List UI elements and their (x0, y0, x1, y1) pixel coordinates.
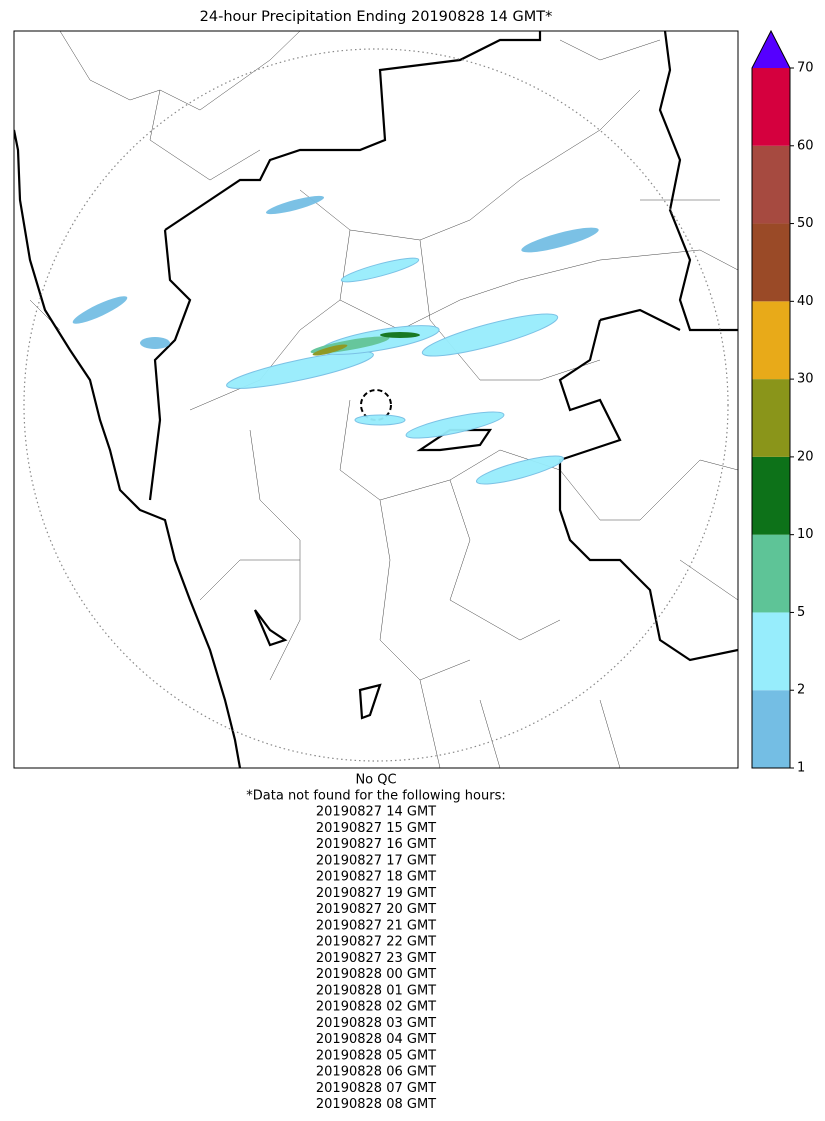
colorbar-segment (752, 223, 790, 302)
colorbar-tick-label: 50 (797, 216, 814, 231)
missing-hour: 20190828 00 GMT (316, 967, 436, 982)
qc-note: No QC (355, 773, 396, 788)
missing-hour: 20190827 18 GMT (316, 870, 436, 885)
missing-hour: 20190827 15 GMT (316, 821, 436, 836)
colorbar-tick-label: 20 (797, 449, 814, 464)
colorbar-outline (751, 29, 791, 769)
colorbar-tick-label: 70 (797, 61, 814, 76)
colorbar-segment (752, 68, 790, 146)
notes: No QC *Data not found for the following … (246, 773, 505, 1113)
map-title: 24-hour Precipitation Ending 20190828 14… (200, 9, 553, 25)
colorbar-tick-label: 30 (797, 372, 814, 387)
missing-hour: 20190827 23 GMT (316, 951, 436, 966)
missing-hour: 20190827 22 GMT (316, 935, 436, 950)
colorbar-segment (752, 301, 790, 380)
missing-hour: 20190827 17 GMT (316, 853, 436, 868)
colorbar-segment (752, 456, 790, 535)
missing-hour: 20190827 16 GMT (316, 837, 436, 852)
missing-hour: 20190828 05 GMT (316, 1048, 436, 1063)
missing-hour: 20190828 07 GMT (316, 1081, 436, 1096)
colorbar-tick-label: 60 (797, 138, 814, 153)
colorbar-extension (752, 31, 790, 68)
missing-hour: 20190828 03 GMT (316, 1016, 436, 1031)
missing-hour: 20190828 08 GMT (316, 1097, 436, 1112)
colorbar: 1 2 5 10 20 30 40 50 60 70 (751, 29, 814, 776)
missing-hour: 20190827 21 GMT (316, 918, 436, 933)
colorbar-tick-label: 40 (797, 294, 814, 309)
colorbar-segment (752, 612, 790, 691)
colorbar-segment (752, 379, 790, 457)
missing-hour: 20190828 01 GMT (316, 983, 436, 998)
colorbar-segment (752, 145, 790, 224)
missing-hour: 20190828 06 GMT (316, 1065, 436, 1080)
missing-hour: 20190828 04 GMT (316, 1032, 436, 1047)
colorbar-segment (752, 690, 790, 768)
colorbar-tick-label: 2 (797, 683, 805, 698)
colorbar-segment (752, 534, 790, 613)
missing-hour: 20190827 20 GMT (316, 902, 436, 917)
missing-hour: 20190828 02 GMT (316, 1000, 436, 1015)
missing-hour: 20190827 14 GMT (316, 805, 436, 820)
colorbar-tick-label: 10 (797, 527, 814, 542)
colorbar-tick-label: 1 (797, 761, 805, 776)
colorbar-tick-label: 5 (797, 605, 805, 620)
map (13, 30, 739, 769)
missing-heading: *Data not found for the following hours: (246, 789, 505, 804)
missing-hour: 20190827 19 GMT (316, 886, 436, 901)
